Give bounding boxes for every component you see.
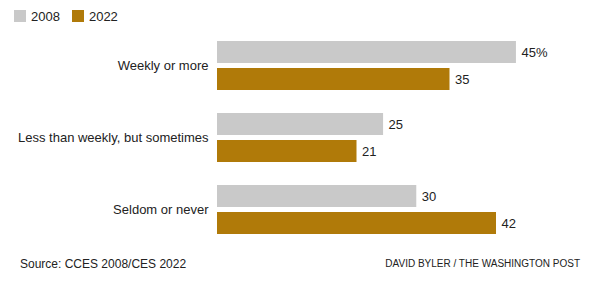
svg-text:Weekly or more: Weekly or more [118, 58, 209, 73]
svg-text:Seldom or never: Seldom or never [113, 202, 209, 217]
svg-text:21: 21 [362, 144, 376, 159]
svg-text:Less than weekly, but sometime: Less than weekly, but sometimes [18, 130, 209, 145]
svg-text:42: 42 [502, 216, 516, 231]
svg-text:25: 25 [389, 117, 403, 132]
svg-text:35: 35 [455, 72, 469, 87]
html-text:DAVID BYLER / THE WASHINGTON P: DAVID BYLER / THE WASHINGTON POST [385, 258, 580, 269]
html-text:2008: 2008 [31, 8, 60, 24]
html-text:Source: CCES 2008/CES 2022: Source: CCES 2008/CES 2022 [20, 256, 187, 271]
svg-text:30: 30 [422, 189, 436, 204]
svg-text:45%: 45% [521, 45, 547, 60]
html-text:2022: 2022 [88, 8, 118, 24]
